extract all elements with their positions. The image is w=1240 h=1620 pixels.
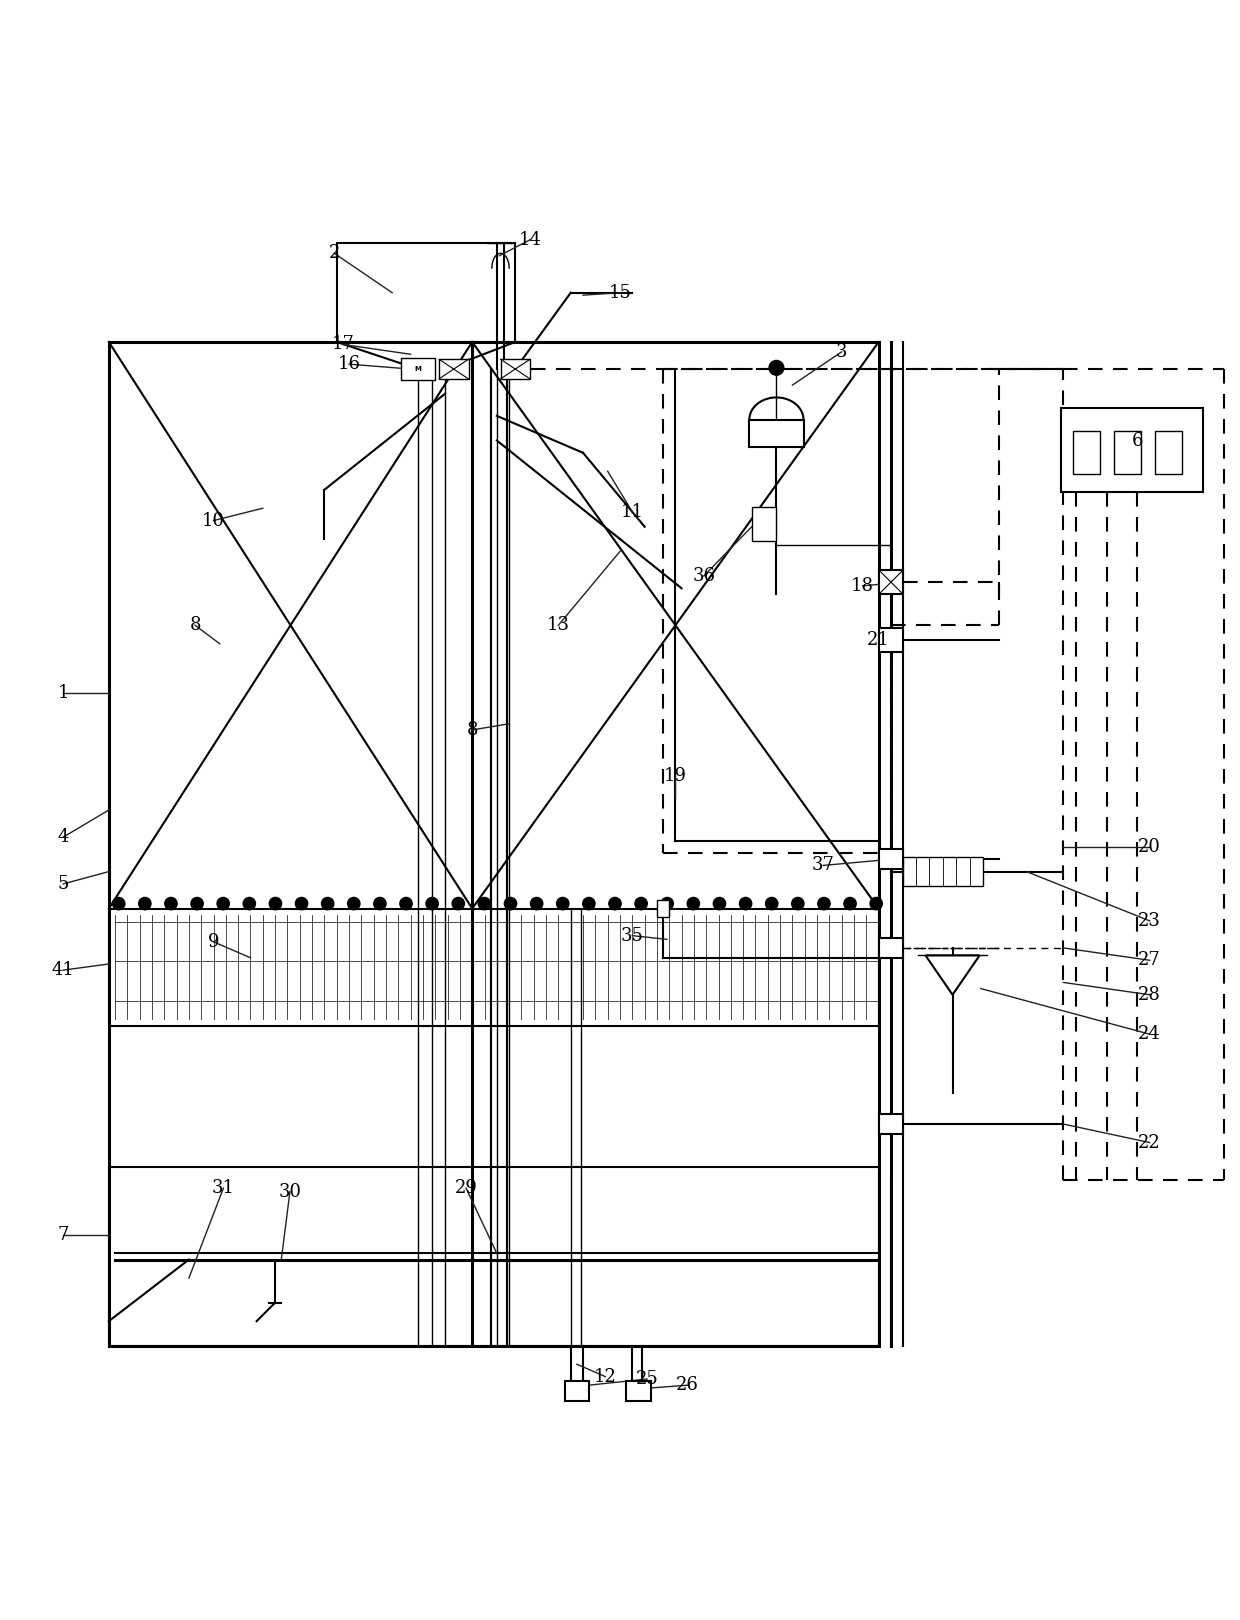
Circle shape [531,897,543,910]
Bar [751,507,776,541]
Bar [1114,431,1141,473]
Circle shape [479,897,491,910]
Text: 22: 22 [1138,1134,1161,1152]
Text: 15: 15 [609,284,631,301]
Bar [903,857,983,886]
Bar [564,1382,589,1401]
Circle shape [609,897,621,910]
Bar [879,938,903,957]
Text: 12: 12 [594,1367,616,1385]
Circle shape [818,897,830,910]
Circle shape [113,897,125,910]
Text: 31: 31 [212,1179,234,1197]
Circle shape [269,897,281,910]
Text: 6: 6 [1132,431,1143,449]
Circle shape [769,360,784,376]
Bar [439,360,469,379]
Polygon shape [925,956,980,995]
Text: 2: 2 [329,245,340,262]
Circle shape [139,897,151,910]
Circle shape [243,897,255,910]
Bar [109,1166,879,1346]
Circle shape [713,897,725,910]
Text: 5: 5 [57,875,69,893]
Text: 7: 7 [57,1226,69,1244]
Circle shape [165,897,177,910]
Circle shape [557,897,569,910]
Text: M: M [414,366,422,373]
Bar [401,358,435,381]
Circle shape [687,897,699,910]
Bar [657,901,670,917]
Circle shape [791,897,804,910]
Text: 37: 37 [812,857,835,875]
Bar [749,420,804,447]
Bar [1061,408,1203,492]
Text: 29: 29 [455,1179,477,1197]
Bar [879,1115,903,1134]
Circle shape [635,897,647,910]
Circle shape [453,897,465,910]
Text: 10: 10 [202,512,224,530]
Text: 20: 20 [1138,838,1161,855]
Circle shape [739,897,751,910]
Text: 21: 21 [867,632,890,650]
Text: 41: 41 [52,961,74,978]
Bar [109,909,879,1025]
Text: 26: 26 [676,1375,699,1395]
Circle shape [661,897,673,910]
Circle shape [321,897,334,910]
Bar [879,627,903,653]
Bar [337,243,516,342]
Text: 23: 23 [1138,912,1161,930]
Bar [1154,431,1182,473]
Text: 13: 13 [547,616,570,635]
Circle shape [191,897,203,910]
Text: 1: 1 [57,684,69,701]
Text: 8: 8 [466,721,477,739]
Text: 11: 11 [621,502,644,522]
Bar [501,360,529,379]
Circle shape [347,897,360,910]
Text: 8: 8 [190,616,201,635]
Text: 14: 14 [518,230,542,249]
Bar [626,1382,651,1401]
Text: 16: 16 [337,355,361,373]
Text: 3: 3 [836,343,847,361]
Text: 17: 17 [331,335,355,353]
Text: 27: 27 [1138,951,1161,969]
Circle shape [427,897,438,910]
Text: 4: 4 [57,828,69,846]
Circle shape [844,897,857,910]
Bar [879,570,903,595]
Text: 9: 9 [208,933,219,951]
Text: 28: 28 [1138,985,1161,1004]
Circle shape [583,897,595,910]
Circle shape [217,897,229,910]
Bar [109,342,879,1346]
Text: 24: 24 [1138,1025,1161,1043]
Text: 18: 18 [851,577,874,595]
Circle shape [870,897,883,910]
Circle shape [505,897,517,910]
Circle shape [399,897,412,910]
Text: 30: 30 [279,1183,301,1200]
Text: 35: 35 [621,927,644,944]
Bar [879,849,903,868]
Circle shape [295,897,308,910]
Circle shape [373,897,386,910]
Text: 36: 36 [692,567,715,585]
Text: 19: 19 [663,766,687,784]
Circle shape [765,897,777,910]
Bar [1074,431,1100,473]
Text: 25: 25 [636,1371,658,1388]
